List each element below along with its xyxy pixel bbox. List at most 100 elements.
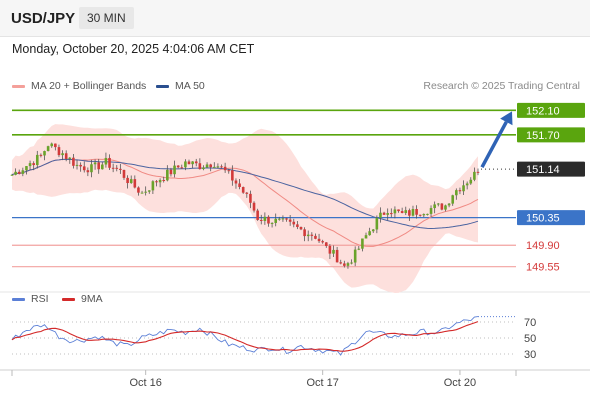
candle-body bbox=[451, 195, 455, 204]
candle-body bbox=[25, 166, 28, 171]
projection-arrow-shaft bbox=[480, 121, 508, 169]
candle-body bbox=[17, 171, 21, 174]
candle-body bbox=[296, 224, 299, 227]
candle-body bbox=[433, 204, 436, 209]
candle-body bbox=[292, 221, 296, 225]
candle-body bbox=[462, 185, 465, 192]
candle-body bbox=[465, 183, 469, 186]
candle-body bbox=[21, 170, 25, 174]
candle-body bbox=[90, 164, 93, 173]
candle-body bbox=[46, 146, 50, 152]
candle-body bbox=[317, 238, 321, 242]
candle-body bbox=[108, 157, 111, 168]
candle-body bbox=[476, 171, 480, 173]
candle-body bbox=[72, 157, 75, 166]
candle-body bbox=[303, 229, 306, 237]
timeframe-badge[interactable]: 30 MIN bbox=[79, 7, 134, 29]
candle-body bbox=[371, 229, 375, 232]
ma20-label: MA 20 + Bollinger Bands bbox=[31, 80, 147, 92]
level-label-152-10: 152.10 bbox=[526, 105, 560, 117]
candle-body bbox=[43, 151, 46, 156]
candle-body bbox=[252, 202, 256, 211]
candle-body bbox=[274, 218, 278, 223]
candle-body bbox=[267, 216, 270, 224]
projection-arrow-head bbox=[500, 111, 513, 126]
candle-body bbox=[332, 249, 335, 254]
candle-body bbox=[353, 249, 357, 263]
candle-body bbox=[386, 213, 389, 215]
level-label-149-90: 149.90 bbox=[526, 240, 560, 252]
rsi-tick-50: 50 bbox=[524, 333, 536, 345]
candle-body bbox=[205, 164, 209, 168]
candle-body bbox=[180, 167, 184, 169]
level-label-149-55: 149.55 bbox=[526, 262, 560, 274]
candle-body bbox=[426, 213, 429, 215]
candle-body bbox=[104, 157, 108, 165]
candle-body bbox=[357, 248, 361, 250]
candle-body bbox=[310, 234, 314, 236]
candle-body bbox=[429, 208, 433, 214]
candle-body bbox=[10, 174, 14, 176]
candle-body bbox=[184, 161, 187, 168]
candle-body bbox=[115, 167, 119, 169]
last-price-label: 151.14 bbox=[526, 164, 560, 176]
candle-body bbox=[321, 241, 324, 243]
candle-body bbox=[379, 212, 382, 218]
candle-body bbox=[119, 168, 122, 170]
legend-9ma: 9MA bbox=[62, 293, 103, 305]
candle-body bbox=[418, 214, 422, 216]
candle-body bbox=[343, 263, 346, 266]
candle-body bbox=[137, 187, 140, 193]
9ma-line bbox=[11, 321, 479, 352]
legend-rsi: RSI bbox=[12, 293, 49, 305]
candle-body bbox=[173, 165, 176, 175]
candle-body bbox=[400, 211, 404, 213]
candle-body bbox=[227, 170, 231, 172]
candle-body bbox=[61, 153, 64, 156]
candle-body bbox=[473, 171, 476, 180]
candle-body bbox=[191, 161, 194, 165]
candle-body bbox=[238, 183, 241, 188]
candle-body bbox=[259, 219, 263, 221]
ma50-swatch bbox=[156, 84, 169, 88]
candle-body bbox=[270, 222, 274, 224]
candle-body bbox=[93, 162, 97, 165]
candle-body bbox=[440, 203, 444, 210]
candle-body bbox=[281, 218, 285, 220]
candle-body bbox=[469, 179, 473, 184]
last-price-tag bbox=[517, 161, 585, 177]
candle-body bbox=[444, 205, 447, 210]
candle-body bbox=[176, 165, 180, 168]
9ma-label: 9MA bbox=[81, 293, 103, 305]
candle-body bbox=[194, 161, 198, 164]
header-bar: USD/JPY 30 MIN bbox=[0, 0, 590, 37]
candle-body bbox=[375, 217, 379, 230]
candle-body bbox=[151, 181, 155, 191]
candle-body bbox=[408, 210, 411, 216]
candle-body bbox=[263, 216, 267, 221]
candle-body bbox=[35, 154, 39, 166]
rsi-swatch bbox=[12, 297, 25, 301]
9ma-swatch bbox=[62, 297, 75, 301]
legend-ma50: MA 50 bbox=[156, 80, 205, 92]
credit-label: Research © 2025 Trading Central bbox=[423, 80, 580, 92]
candle-body bbox=[198, 163, 202, 170]
x-tick-label: Oct 17 bbox=[306, 377, 338, 389]
candle-body bbox=[288, 219, 292, 222]
candle-body bbox=[436, 203, 440, 205]
ma20-line bbox=[11, 158, 479, 247]
level-label-151-70: 151.70 bbox=[526, 130, 560, 142]
candle-body bbox=[158, 180, 162, 183]
candle-body bbox=[422, 214, 426, 216]
candle-body bbox=[155, 181, 158, 183]
candle-body bbox=[187, 161, 191, 165]
candle-body bbox=[129, 179, 133, 184]
candle-body bbox=[234, 180, 238, 184]
candle-body bbox=[68, 157, 72, 159]
candle-body bbox=[14, 171, 17, 175]
candle-body bbox=[50, 143, 54, 147]
candle-body bbox=[39, 154, 43, 156]
candle-body bbox=[393, 209, 397, 214]
candles bbox=[10, 142, 480, 269]
